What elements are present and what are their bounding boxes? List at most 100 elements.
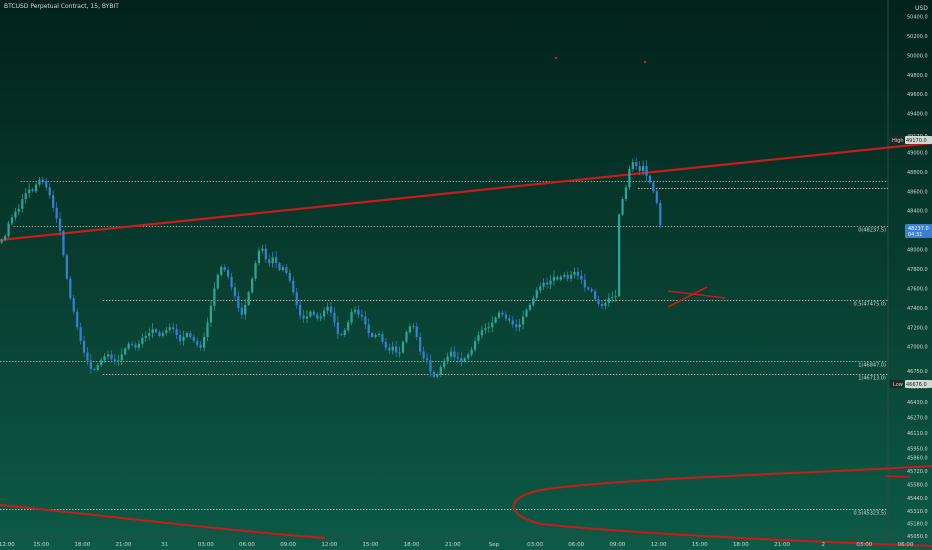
candle-body	[648, 175, 652, 183]
candle-body	[484, 328, 487, 331]
candle-body	[34, 184, 38, 192]
candle-body	[302, 315, 305, 319]
candle-body	[405, 332, 408, 342]
candle-body	[285, 267, 288, 273]
candle-body	[233, 287, 237, 297]
symbol-title[interactable]: BTCUSD Perpetual Contract, 15, BYBIT	[4, 3, 119, 10]
time-tick-label: 09:00	[280, 542, 296, 548]
lower-trend-curve[interactable]	[0, 504, 326, 539]
candle-body	[401, 341, 405, 353]
candle-body	[319, 316, 322, 319]
candle-body	[621, 199, 624, 215]
candle-body	[209, 305, 213, 323]
candle-body	[419, 336, 422, 352]
high-price-badge	[905, 136, 932, 144]
candle-body	[93, 369, 96, 370]
candle-body	[590, 289, 593, 292]
price-tick-label: 45310.0	[907, 509, 928, 515]
time-axis[interactable]: 12:00 15:00 18:00 21:00 31 03:00 06:00 09:00 12:…	[0, 542, 914, 548]
level-label: 0.5(47475.0)	[853, 302, 886, 308]
time-tick-label: 15:00	[363, 542, 379, 548]
candle-body	[305, 316, 309, 319]
candle-body	[113, 359, 117, 362]
candle-body	[614, 296, 617, 298]
candle-body	[117, 360, 120, 362]
price-tick-label: 46270.0	[907, 416, 928, 422]
candle-body	[17, 208, 20, 212]
candle-body	[316, 314, 319, 319]
candle-body	[371, 333, 374, 337]
candle-body	[573, 271, 576, 275]
trend-line[interactable]	[0, 141, 932, 242]
candle-body	[130, 343, 134, 345]
curve-drawing[interactable]	[512, 465, 932, 547]
candle-body	[436, 374, 439, 377]
candle-body	[21, 199, 24, 209]
candle-body	[439, 367, 442, 375]
price-tick-label: 50200.0	[907, 34, 928, 40]
candle-body	[642, 166, 645, 171]
candle-body	[518, 324, 521, 328]
price-tick-label: 47400.0	[907, 306, 928, 312]
candle-body	[395, 346, 398, 353]
cross-mark-stroke-1[interactable]	[667, 290, 726, 299]
candle-body	[494, 317, 497, 323]
price-tick-label: 45860.0	[907, 455, 928, 461]
trend-drawings[interactable]	[0, 56, 932, 547]
candle-body	[552, 276, 556, 281]
candle-body	[281, 267, 285, 270]
candle-body	[288, 272, 291, 281]
price-tick-label: 47200.0	[907, 325, 928, 331]
candle-body	[511, 320, 514, 325]
candle-body	[257, 250, 261, 264]
time-tick-label: Sep	[489, 542, 500, 548]
time-tick-label: 12:00	[651, 542, 667, 548]
high-price: 49170.0	[906, 138, 927, 144]
candle-body	[467, 354, 470, 359]
candle-body	[343, 330, 346, 336]
candle-body	[631, 162, 634, 169]
candle-body	[196, 340, 199, 345]
candle-body	[168, 327, 171, 331]
candle-body	[323, 310, 326, 317]
candle-body	[247, 292, 250, 305]
bar-countdown: 04:31	[908, 232, 922, 238]
price-tick-label: 48400.0	[907, 209, 928, 215]
marker-dot	[554, 56, 558, 60]
low-label: Low	[893, 382, 903, 388]
price-tick-label: 48600.0	[907, 189, 928, 195]
candle-body	[178, 335, 182, 341]
time-tick-label: 2	[821, 542, 825, 548]
candle-body	[14, 211, 17, 218]
candle-body	[158, 332, 161, 336]
price-tick-label: 45580.0	[907, 483, 928, 489]
candle-body	[340, 334, 343, 336]
candle-body	[604, 302, 607, 306]
cross-mark-stroke-2[interactable]	[667, 286, 708, 308]
candle-body	[528, 304, 532, 310]
candle-body	[326, 306, 329, 311]
level-labels: 0(48237.5) 0.5(47475.0) 1(46847.0) 1(46713.…	[853, 228, 886, 517]
candle-body	[295, 292, 298, 305]
candle-body	[391, 346, 394, 351]
candle-body	[521, 316, 525, 325]
candle-body	[45, 181, 48, 188]
candle-body	[213, 288, 216, 306]
candle-body	[525, 309, 528, 317]
candle-body	[106, 354, 110, 357]
candle-body	[480, 330, 484, 336]
price-tick-label: 46110.0	[907, 431, 928, 437]
candle-body	[398, 352, 401, 354]
candle-body	[487, 327, 490, 329]
candle-body	[299, 304, 302, 316]
candle-body	[453, 351, 456, 358]
level-label: 0(48237.5)	[858, 228, 886, 234]
candle-body	[542, 282, 545, 287]
axis-edge-mark[interactable]	[884, 475, 911, 478]
price-tick-label: 46430.0	[907, 400, 928, 406]
candle-body	[388, 347, 391, 351]
candle-body	[175, 329, 178, 336]
time-tick-label: 12:00	[321, 542, 337, 548]
